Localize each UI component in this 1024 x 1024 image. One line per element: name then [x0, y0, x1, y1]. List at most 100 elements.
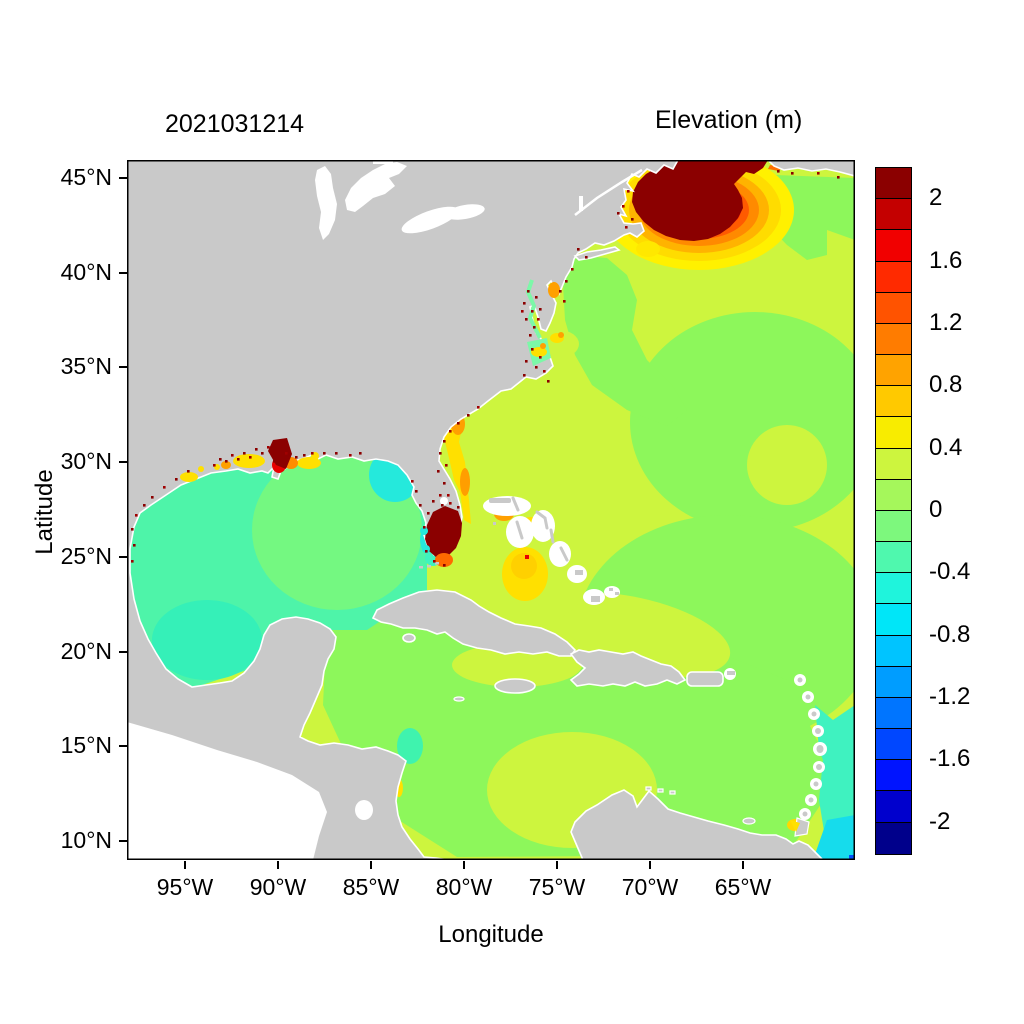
colorbar-segment: [876, 386, 911, 418]
y-tick-mark: [119, 177, 127, 179]
nova-scotia-land: [766, 160, 855, 177]
colorbar-segment: [876, 448, 911, 480]
plot-border: [127, 160, 855, 860]
colorbar-segment: [876, 542, 911, 574]
y-tick-mark: [119, 555, 127, 558]
y-tick-label: 15°N: [60, 732, 112, 759]
colorbar-segment: [876, 261, 911, 293]
margarita-island: [742, 817, 756, 825]
gulf-of-mexico-fields: [127, 430, 441, 764]
isle-of-youth: [402, 633, 416, 643]
colorbar-segment: [876, 510, 911, 543]
x-tick-mark: [742, 861, 744, 869]
y-tick-label: 40°N: [60, 258, 112, 285]
y-tick-mark: [119, 839, 127, 842]
colorbar-segment: [876, 479, 911, 511]
x-tick-label: 85°W: [342, 874, 400, 900]
map-plot-area: [127, 160, 855, 860]
jamaica-land: [494, 678, 536, 694]
elevation-map: [127, 160, 855, 860]
hispaniola-land: [569, 649, 687, 687]
lake-champlain: [579, 196, 583, 211]
lake-erie: [401, 206, 459, 234]
bahamas-islands: [483, 496, 620, 605]
north-america-land: [127, 160, 679, 860]
colorbar-segment: [876, 666, 911, 698]
x-tick-mark: [184, 861, 186, 869]
x-tick-mark: [556, 861, 558, 869]
y-tick-label: 25°N: [60, 542, 112, 569]
south-florida-surge: [419, 506, 462, 569]
colorbar-segment: [876, 822, 911, 854]
colorbar-segment: [876, 323, 911, 356]
lake-okeechobee: [440, 497, 448, 505]
colorbar-tick-label: 2: [929, 184, 943, 212]
x-axis-label: Longitude: [438, 921, 544, 948]
colorbar-tick-label: -0.8: [929, 620, 971, 648]
colorbar-segment: [876, 604, 911, 636]
colorbar-segment: [876, 168, 911, 200]
gulf-of-maine-surge-maximum: [632, 160, 790, 257]
pacific-no-data: [127, 722, 327, 860]
coastal-flood-speckles: [131, 170, 840, 567]
colorbar-tick-label: 1.6: [929, 246, 963, 274]
no-data-overlays: [127, 160, 643, 860]
x-tick-mark: [370, 861, 372, 869]
colorbar-segment: [876, 729, 911, 761]
lake-ontario: [445, 204, 485, 220]
cuba-land: [371, 589, 577, 657]
y-tick-label: 20°N: [60, 637, 112, 664]
st-lawrence-river: [574, 168, 643, 216]
colorbar-segment: [876, 199, 911, 231]
y-tick-mark: [119, 271, 127, 274]
cayman-islands: [453, 696, 465, 702]
colorbar-segment: [876, 760, 911, 792]
y-tick-label: 35°N: [60, 353, 112, 380]
x-tick-label: 90°W: [249, 874, 307, 900]
y-tick-mark: [119, 461, 127, 464]
delaware-bay-orange: [548, 282, 560, 298]
colorbar-segment: [876, 417, 911, 449]
y-tick-mark: [119, 745, 127, 748]
y-tick-mark: [119, 650, 127, 653]
colorbar-segment: [876, 573, 911, 605]
x-tick-mark: [463, 861, 465, 869]
x-tick-label: 75°W: [528, 874, 586, 900]
colorbar-segment: [876, 635, 911, 667]
x-tick-label: 80°W: [435, 874, 493, 900]
colorbar-segment: [876, 355, 911, 387]
colorbar-tick-label: 0.4: [929, 433, 963, 461]
y-tick-label: 10°N: [60, 826, 112, 853]
trinidad-yellow-spot: [790, 820, 800, 832]
east-edge-teal-band: [813, 705, 855, 860]
colorbar-tick-label: 0.8: [929, 371, 963, 399]
colorbar-tick-label: 0: [929, 496, 943, 523]
colorbar-title: Elevation (m): [655, 106, 803, 134]
plot-title-date: 2021031214: [165, 110, 305, 138]
colorbar-tick-label: -1.6: [929, 745, 971, 773]
x-tick-mark: [277, 861, 279, 869]
puerto-rico-land: [686, 671, 724, 687]
x-tick-label: 70°W: [621, 874, 679, 900]
mississippi-delta-surge: [180, 438, 321, 482]
colorbar-segment: [876, 230, 911, 262]
lesser-antilles-islands: [724, 668, 827, 820]
colorbar-segment: [876, 791, 911, 823]
colorbar-tick-label: -0.4: [929, 558, 971, 586]
x-tick-label: 65°W: [714, 874, 772, 900]
lake-nicaragua: [355, 800, 373, 820]
colorbar-segment: [876, 292, 911, 324]
lake-michigan: [315, 166, 337, 240]
y-tick-label: 45°N: [60, 164, 112, 190]
colorbar-segment: [876, 697, 911, 730]
colorbar-tick-label: 1.2: [929, 308, 963, 336]
y-tick-mark: [119, 366, 127, 369]
x-tick-label: 95°W: [156, 874, 214, 900]
colorbar: [875, 167, 912, 855]
land-masses: [127, 160, 855, 860]
y-tick-label: 30°N: [60, 448, 112, 475]
colorbar-tick-label: -2: [929, 807, 951, 835]
colorbar-tick-label: -1.2: [929, 683, 971, 711]
x-tick-mark: [649, 861, 651, 869]
